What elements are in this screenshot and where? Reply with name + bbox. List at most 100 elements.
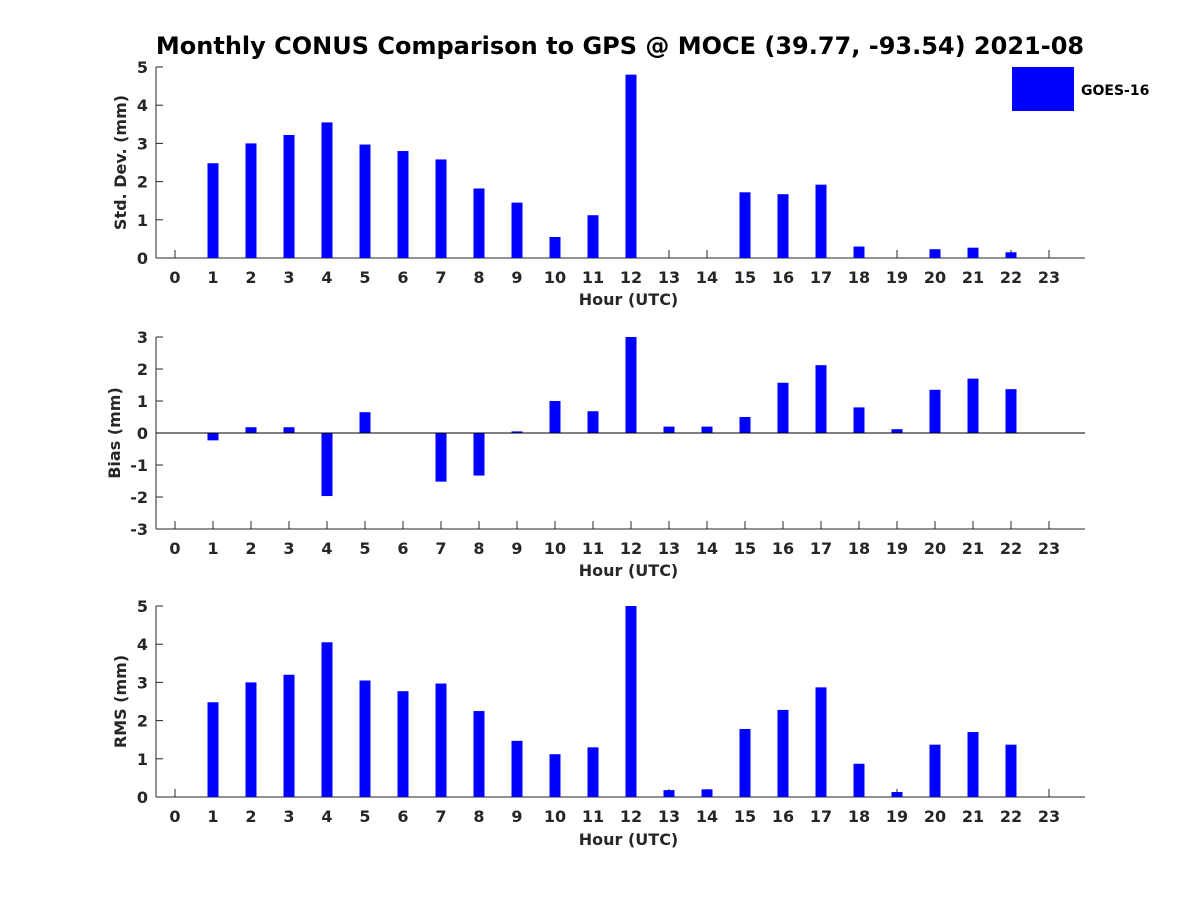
x-tick-label: 4	[321, 807, 332, 826]
x-tick-label: 22	[1000, 268, 1022, 287]
bar-hour-14	[701, 789, 713, 797]
x-tick-label: 19	[886, 807, 908, 826]
bar-hour-8	[473, 711, 485, 797]
x-tick-label: 9	[511, 539, 522, 558]
bar-hour-20	[929, 744, 941, 797]
x-tick-label: 6	[397, 268, 408, 287]
x-tick-label: 19	[886, 539, 908, 558]
bar-hour-4	[321, 642, 333, 797]
x-tick-label: 2	[245, 268, 256, 287]
x-tick-label: 12	[620, 807, 642, 826]
y-tick-label: 5	[137, 597, 148, 616]
x-tick-label: 23	[1038, 807, 1060, 826]
x-tick-label: 5	[359, 807, 370, 826]
bar-hour-7	[435, 433, 447, 482]
x-tick-label: 21	[962, 807, 984, 826]
bar-hour-3	[283, 134, 295, 258]
bar-hour-13	[663, 790, 675, 797]
x-tick-label: 17	[810, 268, 832, 287]
bar-hour-12	[625, 337, 637, 433]
bar-hour-12	[625, 74, 637, 258]
bar-hour-22	[1005, 389, 1017, 433]
x-tick-label: 20	[924, 539, 946, 558]
bar-hour-16	[777, 382, 789, 433]
bar-hour-16	[777, 709, 789, 797]
bar-hour-1	[207, 433, 219, 441]
x-tick-label: 13	[658, 268, 680, 287]
bar-hour-21	[967, 378, 979, 433]
x-tick-label: 3	[283, 807, 294, 826]
x-tick-label: 22	[1000, 539, 1022, 558]
bar-hour-18	[853, 246, 865, 258]
bar-hour-7	[435, 683, 447, 797]
x-tick-label: 3	[283, 539, 294, 558]
bar-hour-10	[549, 754, 561, 797]
x-tick-label: 13	[658, 539, 680, 558]
x-tick-label: 8	[473, 807, 484, 826]
x-tick-label: 9	[511, 268, 522, 287]
bar-hour-5	[359, 680, 371, 797]
x-tick-label: 0	[169, 268, 180, 287]
y-tick-label: 0	[137, 788, 148, 807]
bar-hour-11	[587, 747, 599, 797]
x-tick-label: 10	[544, 539, 566, 558]
x-tick-label: 17	[810, 807, 832, 826]
y-tick-label: 2	[137, 360, 148, 379]
bar-hour-15	[739, 729, 751, 797]
bar-hour-17	[815, 365, 827, 433]
x-tick-label: 18	[848, 807, 870, 826]
x-tick-label: 10	[544, 268, 566, 287]
x-tick-label: 18	[848, 268, 870, 287]
bar-hour-8	[473, 433, 485, 476]
bar-hour-20	[929, 249, 941, 258]
bar-hour-22	[1005, 744, 1017, 797]
x-tick-label: 20	[924, 268, 946, 287]
bar-hour-16	[777, 194, 789, 258]
y-axis-label: Bias (mm)	[105, 387, 124, 479]
y-tick-label: 2	[137, 712, 148, 731]
bar-hour-17	[815, 184, 827, 258]
chart-title: Monthly CONUS Comparison to GPS @ MOCE (…	[156, 32, 1084, 60]
x-tick-label: 5	[359, 539, 370, 558]
y-tick-label: 0	[137, 424, 148, 443]
x-tick-label: 21	[962, 268, 984, 287]
bar-hour-4	[321, 122, 333, 258]
bar-hour-7	[435, 159, 447, 258]
x-tick-label: 15	[734, 807, 756, 826]
x-tick-label: 8	[473, 539, 484, 558]
bar-hour-21	[967, 247, 979, 258]
x-tick-label: 6	[397, 539, 408, 558]
bar-hour-15	[739, 192, 751, 258]
x-tick-label: 14	[696, 268, 718, 287]
bar-hour-2	[245, 682, 257, 797]
y-tick-label: -3	[130, 520, 148, 539]
bar-hour-20	[929, 389, 941, 433]
x-tick-label: 12	[620, 268, 642, 287]
y-tick-label: 3	[137, 673, 148, 692]
bar-hour-21	[967, 732, 979, 797]
y-tick-label: 3	[137, 134, 148, 153]
x-tick-label: 14	[696, 807, 718, 826]
bar-hour-10	[549, 236, 561, 258]
x-axis-label: Hour (UTC)	[579, 290, 679, 309]
x-tick-label: 22	[1000, 807, 1022, 826]
bar-hour-13	[663, 426, 675, 433]
legend-label: GOES-16	[1081, 83, 1149, 99]
x-tick-label: 17	[810, 539, 832, 558]
x-tick-label: 16	[772, 268, 794, 287]
bar-hour-11	[587, 215, 599, 258]
bar-hour-22	[1005, 252, 1017, 258]
bar-hour-11	[587, 411, 599, 433]
x-tick-label: 23	[1038, 268, 1060, 287]
y-tick-label: 1	[137, 392, 148, 411]
x-tick-label: 0	[169, 807, 180, 826]
y-tick-label: 5	[137, 58, 148, 77]
x-tick-label: 8	[473, 268, 484, 287]
x-tick-label: 11	[582, 268, 604, 287]
bar-hour-18	[853, 407, 865, 433]
x-tick-label: 4	[321, 268, 332, 287]
legend-swatch	[1012, 67, 1074, 111]
x-tick-label: 15	[734, 539, 756, 558]
